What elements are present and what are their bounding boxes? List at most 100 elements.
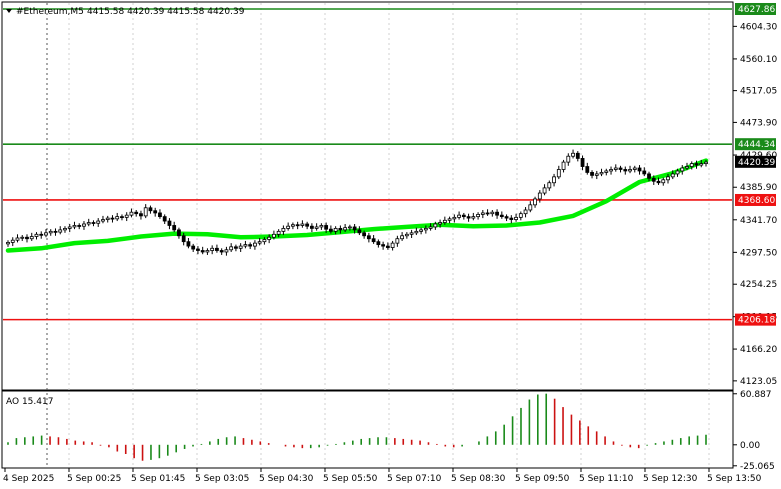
candle-body <box>196 248 200 251</box>
price-tick-label: 4297.50 <box>740 248 777 258</box>
price-tick-label: 4254.25 <box>740 280 777 290</box>
candle-body <box>409 232 414 235</box>
price-tick-label: 4341.70 <box>740 216 777 226</box>
candle-body <box>623 169 628 172</box>
candle-body <box>604 170 609 173</box>
candle-body <box>77 225 82 227</box>
candle-body <box>314 226 319 229</box>
candle-body <box>504 216 509 219</box>
candle-body <box>594 173 599 176</box>
candle-body <box>694 163 699 166</box>
candle-body <box>34 233 39 237</box>
main-chart-frame <box>1 1 734 391</box>
time-tick-label: 4 Sep 2025 <box>3 474 54 484</box>
candle-body <box>129 211 134 216</box>
candle-body <box>613 167 618 170</box>
price-tick-label: 4385.90 <box>740 183 777 193</box>
candle-body <box>224 249 229 253</box>
candle-body <box>153 210 158 214</box>
level-price-label: 4627.86 <box>738 5 775 15</box>
symbol-label: #Ethereum,M5 <box>16 7 84 17</box>
candle-body <box>177 229 181 237</box>
candle-body <box>632 167 637 170</box>
candle-body <box>205 250 210 253</box>
candle-body <box>63 228 67 231</box>
candle-body <box>219 250 224 253</box>
candle-body <box>400 235 405 240</box>
candle-body <box>210 247 215 251</box>
candle-body <box>699 163 704 166</box>
candle-body <box>20 236 25 239</box>
time-tick-label: 5 Sep 13:50 <box>707 474 762 484</box>
candle-body <box>518 213 523 218</box>
level-price-label: 4206.18 <box>738 316 775 326</box>
level-price-tag <box>735 193 776 206</box>
candle-body <box>281 228 286 232</box>
candle-body <box>10 239 15 243</box>
candle-body <box>452 216 457 220</box>
ao-histogram <box>7 393 707 461</box>
candle-body <box>371 238 376 243</box>
candle-body <box>466 216 471 219</box>
candle-body <box>191 245 196 250</box>
candle-body <box>642 170 647 175</box>
candle-body <box>590 172 594 176</box>
candle-body <box>390 242 395 248</box>
candle-body <box>490 211 495 215</box>
candle-body <box>447 218 452 221</box>
price-tick-label: 4166.20 <box>740 345 777 355</box>
ohlc-values: 4415.58 4420.39 4415.58 4420.39 <box>87 7 245 17</box>
candle-body <box>428 226 433 229</box>
candle-body <box>333 228 338 232</box>
candle-body <box>72 225 77 228</box>
candle-body <box>53 230 58 233</box>
candle-body <box>509 217 514 220</box>
dropdown-triangle-icon[interactable] <box>6 9 12 13</box>
candle-body <box>272 233 276 238</box>
time-tick-label: 5 Sep 05:50 <box>323 474 378 484</box>
candle-body <box>6 242 10 245</box>
candle-body <box>585 166 590 173</box>
candle-body <box>575 152 580 159</box>
candle-body <box>39 233 44 236</box>
candle-body <box>120 216 124 219</box>
candle-body <box>82 223 86 227</box>
candle-body <box>433 223 438 228</box>
time-tick-label: 5 Sep 00:25 <box>67 474 121 484</box>
candle-body <box>290 224 295 227</box>
level-price-label: 4444.34 <box>738 140 775 150</box>
candle-body <box>238 245 243 249</box>
ao-tick-label: 60.887 <box>740 390 772 400</box>
ma-line <box>5 158 709 253</box>
candle-body <box>457 214 461 218</box>
candle-body <box>571 152 575 157</box>
candle-body <box>86 222 91 225</box>
level-price-label: 4368.60 <box>738 196 775 206</box>
candle-body <box>357 229 362 234</box>
candle-body <box>319 225 324 228</box>
candle-body <box>248 244 253 247</box>
candle-body <box>347 226 352 229</box>
candle-body <box>67 226 72 229</box>
price-tick-label: 4473.90 <box>740 118 777 128</box>
candle-body <box>476 214 480 218</box>
candle-body <box>376 241 381 246</box>
candle-body <box>381 244 386 247</box>
candle-body <box>547 182 552 189</box>
candle-body <box>666 176 670 181</box>
candle-body <box>495 211 499 216</box>
candle-body <box>148 207 153 212</box>
candle-body <box>542 187 547 194</box>
candle-body <box>295 224 300 227</box>
candle-body <box>110 217 115 220</box>
level-price-tag <box>735 2 776 15</box>
time-tick-label: 5 Sep 12:30 <box>643 474 698 484</box>
ao-panel-frame <box>1 390 734 469</box>
candle-body <box>181 235 186 243</box>
candle-body <box>523 209 528 215</box>
moving-average <box>5 158 709 253</box>
candle-body <box>670 173 675 178</box>
time-tick-label: 5 Sep 01:45 <box>131 474 185 484</box>
candle-body <box>599 172 604 175</box>
